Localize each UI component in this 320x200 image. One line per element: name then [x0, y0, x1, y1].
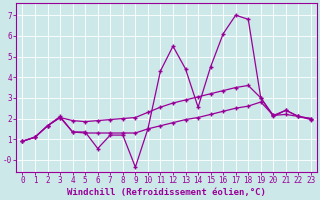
X-axis label: Windchill (Refroidissement éolien,°C): Windchill (Refroidissement éolien,°C) — [67, 188, 266, 197]
